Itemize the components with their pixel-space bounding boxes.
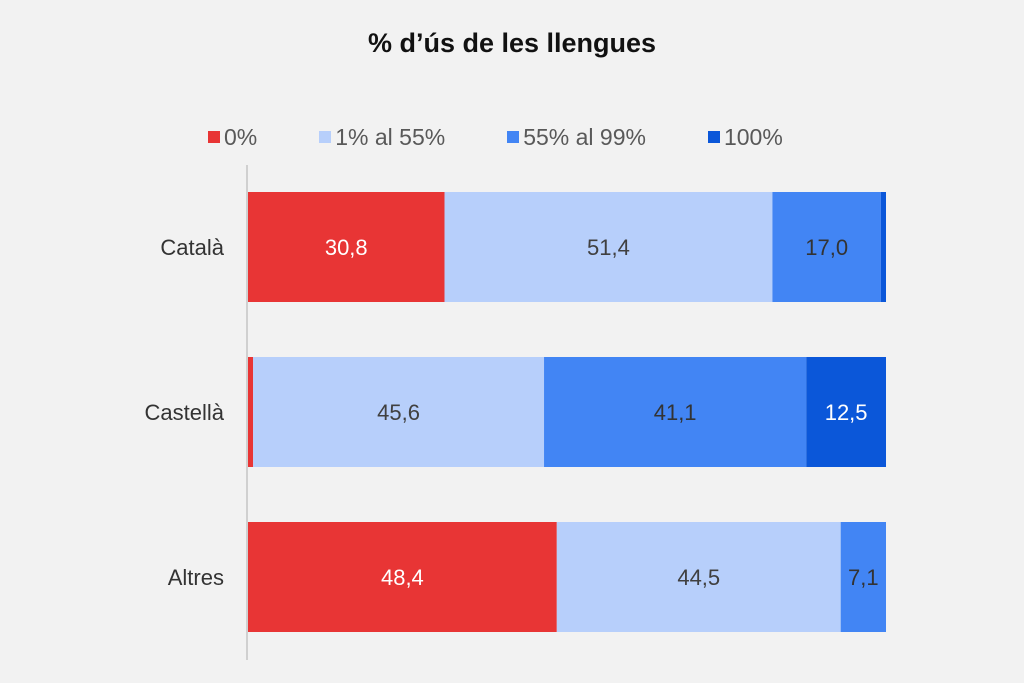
legend-label: 100% [723, 123, 783, 150]
legend-label: 1% al 55% [335, 123, 446, 150]
legend-swatch [319, 131, 332, 143]
data-label: 48,4 [381, 565, 424, 590]
data-label: 41,1 [654, 400, 697, 425]
bar-segment [248, 192, 445, 302]
legend-label: 55% al 99% [523, 123, 646, 150]
category-label: Altres [168, 565, 224, 590]
category-label: Castellà [145, 400, 225, 425]
legend-swatch [707, 131, 720, 143]
legend-label: 0% [224, 123, 258, 150]
bar-segment [253, 357, 545, 467]
data-label: 17,0 [805, 235, 848, 260]
legend-swatch [507, 131, 520, 143]
bar-segment [248, 522, 557, 632]
category-label: Català [160, 235, 224, 260]
bar-segment [248, 357, 254, 467]
data-label: 51,4 [587, 235, 630, 260]
legend-swatch [208, 131, 220, 143]
data-label: 7,1 [848, 565, 879, 590]
bar-segment [556, 522, 841, 632]
data-label: 30,8 [325, 235, 368, 260]
bar-segment [772, 192, 881, 302]
data-label: 12,5 [825, 400, 868, 425]
chart-title: % d’ús de les llengues [367, 28, 657, 58]
bar-segment [544, 357, 807, 467]
bar-segment [806, 357, 886, 467]
legend: 0% 1% al 55% 55% al 99% 100% [208, 122, 783, 152]
legend-item-1-55pct: 1% al 55% [319, 124, 445, 151]
data-label: 44,5 [677, 565, 720, 590]
data-label: 45,6 [377, 400, 420, 425]
bar-segment [444, 192, 773, 302]
bar-segment [840, 522, 886, 632]
legend-item-0pct: 0% [208, 124, 257, 151]
bar-segment [880, 192, 886, 302]
legend-item-55-99pct: 55% al 99% [507, 124, 646, 151]
legend-item-100pct: 100% [707, 123, 783, 151]
